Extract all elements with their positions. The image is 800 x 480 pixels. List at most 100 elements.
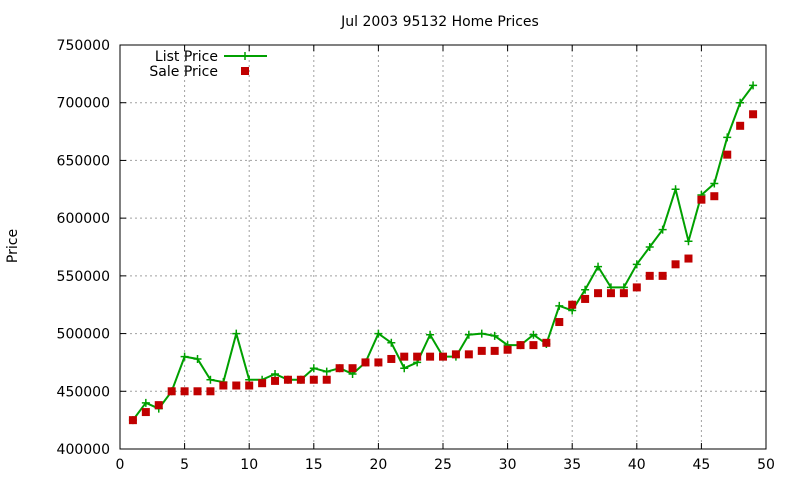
- grid: [120, 45, 766, 449]
- y-tick-label: 500000: [57, 327, 110, 343]
- sale-price-point: [361, 358, 370, 367]
- sale-price-point: [568, 300, 577, 309]
- sale-price-point: [736, 121, 745, 130]
- list-price-point: [736, 98, 745, 107]
- list-price-point: [671, 185, 680, 194]
- sale-price-point: [167, 387, 176, 396]
- series-sale-price: [128, 110, 758, 425]
- sale-price-point: [555, 318, 564, 327]
- sale-price-point: [503, 345, 512, 354]
- list-price-point: [309, 364, 318, 373]
- legend-label: Sale Price: [149, 64, 218, 80]
- legend-marker: [241, 52, 249, 60]
- list-price-point: [387, 338, 396, 347]
- x-tick-label: 45: [692, 457, 710, 473]
- list-price-point: [232, 329, 241, 338]
- list-price-point: [477, 329, 486, 338]
- x-tick-label: 35: [563, 457, 581, 473]
- list-price-point: [426, 330, 435, 339]
- chart-title: Jul 2003 95132 Home Prices: [340, 14, 539, 30]
- x-tick-label: 0: [116, 457, 125, 473]
- x-tick-label: 50: [757, 457, 775, 473]
- sale-price-point: [374, 358, 383, 367]
- y-tick-label: 550000: [57, 269, 110, 285]
- sale-price-point: [141, 408, 150, 417]
- sale-price-point: [426, 352, 435, 361]
- sale-price-point: [723, 150, 732, 159]
- list-price-point: [710, 179, 719, 188]
- list-price-point: [594, 262, 603, 271]
- list-price-point: [684, 237, 693, 246]
- y-tick-label: 650000: [57, 153, 110, 169]
- sale-price-point: [581, 294, 590, 303]
- list-price-point: [374, 329, 383, 338]
- sale-price-point: [542, 338, 551, 347]
- sale-price-point: [335, 364, 344, 373]
- sale-price-point: [619, 289, 628, 298]
- list-price-point: [723, 133, 732, 142]
- sale-price-point: [180, 387, 189, 396]
- list-price-point: [206, 375, 215, 384]
- list-price-point: [322, 367, 331, 376]
- list-price-point: [555, 301, 564, 310]
- sale-price-point: [387, 354, 396, 363]
- sale-price-point: [684, 254, 693, 263]
- legend-marker: [241, 67, 249, 75]
- sale-price-point: [296, 375, 305, 384]
- sale-price-point: [710, 192, 719, 201]
- list-price-point: [464, 330, 473, 339]
- sale-price-point: [258, 379, 267, 388]
- list-price-point: [658, 225, 667, 234]
- legend-label: List Price: [155, 49, 218, 65]
- axes: 0 5 10 15 20 25 30 35 40 45 50 400000 450000 500000 55…: [57, 38, 775, 473]
- y-axis-label: Price: [5, 229, 21, 263]
- list-price-point: [490, 331, 499, 340]
- series-list-price: [128, 81, 758, 425]
- list-price-point: [581, 285, 590, 294]
- sale-price-point: [606, 289, 615, 298]
- y-tick-label: 750000: [57, 38, 110, 54]
- list-price-point: [645, 243, 654, 251]
- y-tick-label: 700000: [57, 96, 110, 112]
- list-price-point: [529, 330, 538, 339]
- list-price-point: [141, 398, 150, 407]
- sale-price-point: [451, 350, 460, 359]
- list-price-point: [400, 364, 409, 373]
- x-tick-label: 20: [369, 457, 387, 473]
- sale-price-point: [283, 375, 292, 384]
- sale-price-point: [271, 376, 280, 385]
- sale-price-point: [516, 341, 525, 350]
- x-tick-label: 15: [305, 457, 323, 473]
- sale-price-point: [154, 401, 163, 410]
- sale-price-point: [645, 271, 654, 280]
- x-tick-label: 5: [180, 457, 189, 473]
- sale-price-point: [529, 341, 538, 350]
- x-tick-label: 25: [434, 457, 452, 473]
- sale-price-point: [477, 346, 486, 355]
- sale-price-point: [322, 375, 331, 384]
- sale-price-point: [594, 289, 603, 298]
- plot-area: [128, 81, 758, 425]
- y-tick-label: 600000: [57, 211, 110, 227]
- sale-price-point: [309, 375, 318, 384]
- y-tick-label: 450000: [57, 384, 110, 400]
- sale-price-point: [193, 387, 202, 396]
- y-tick-label: 400000: [57, 442, 110, 458]
- x-tick-label: 30: [499, 457, 517, 473]
- sale-price-point: [464, 350, 473, 359]
- sale-price-point: [348, 364, 357, 373]
- sale-price-point: [671, 260, 680, 269]
- sale-price-point: [413, 352, 422, 361]
- sale-price-point: [400, 352, 409, 361]
- sale-price-point: [658, 271, 667, 280]
- sale-price-point: [697, 195, 706, 204]
- sale-price-point: [632, 283, 641, 292]
- x-tick-label: 40: [628, 457, 646, 473]
- list-price-point: [749, 81, 758, 90]
- sale-price-point: [219, 381, 228, 390]
- list-price-point: [632, 260, 641, 269]
- sale-price-point: [232, 381, 241, 390]
- sale-price-point: [749, 110, 758, 119]
